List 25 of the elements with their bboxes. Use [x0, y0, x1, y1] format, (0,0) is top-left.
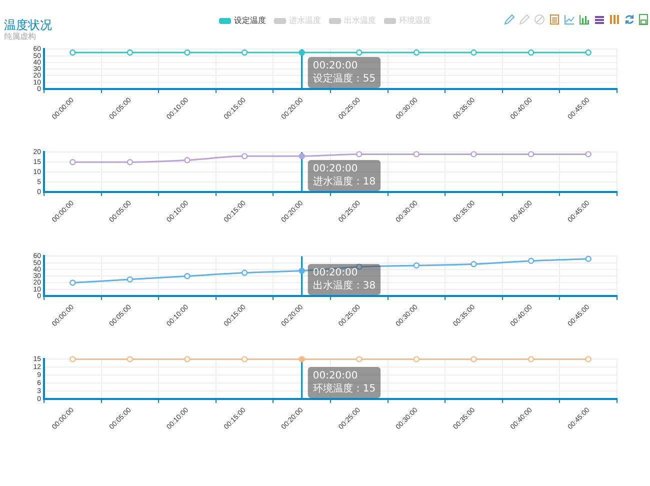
- point: [585, 151, 592, 158]
- point: [70, 280, 76, 286]
- point: [356, 264, 362, 270]
- point: [413, 151, 420, 158]
- point: [470, 261, 477, 268]
- annotation: 00:20:00 出水温度：38: [312, 268, 376, 292]
- point: [126, 276, 134, 283]
- point: [356, 151, 362, 158]
- point: [585, 256, 592, 262]
- point: [184, 273, 190, 280]
- point: [528, 258, 534, 264]
- point: [184, 157, 190, 164]
- point: [70, 159, 76, 166]
- annotation: 00:20:00 环境温度：15: [312, 370, 376, 395]
- point: [413, 262, 420, 269]
- point: [528, 151, 534, 158]
- chart-title: 温度状况: [4, 17, 52, 32]
- chart-subtitle: 纯属虚构: [4, 31, 36, 42]
- legend-label: 设定温度: [234, 15, 266, 26]
- point: [241, 153, 248, 160]
- point: [241, 270, 248, 276]
- annotation: 00:20:00 进水温度：18: [312, 164, 376, 188]
- point: [126, 159, 134, 166]
- annotation: 00:20:00 设定温度：55: [312, 60, 376, 85]
- point: [470, 151, 477, 158]
